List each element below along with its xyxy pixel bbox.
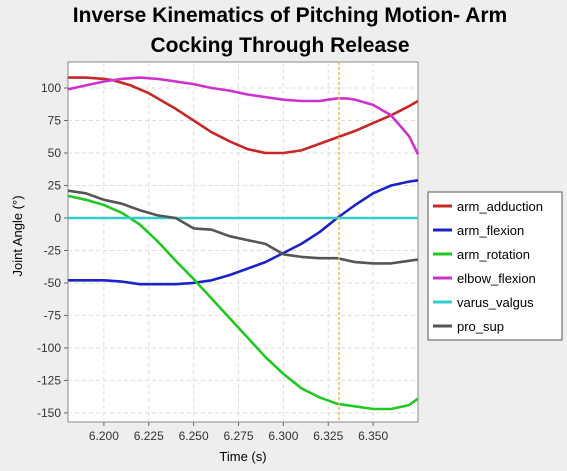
chart-title-line-1: Inverse Kinematics of Pitching Motion- A… <box>73 4 507 27</box>
chart-title-line-2: Cocking Through Release <box>150 34 409 57</box>
series-lines <box>67 76 420 411</box>
x-tick-label: 6.275 <box>223 429 253 443</box>
y-tick-label: 75 <box>48 113 62 127</box>
y-tick-label: -75 <box>44 308 62 322</box>
legend-label-arm-rotation: arm_rotation <box>457 247 530 262</box>
x-tick-label: 6.350 <box>358 429 388 443</box>
axis-ticks: 6.200 6.225 6.250 6.275 6.300 6.325 6.350 100 75… <box>37 81 388 443</box>
plot-area <box>67 61 419 423</box>
series-line-elbow-flexion <box>67 76 420 155</box>
y-tick-label: 50 <box>48 146 62 160</box>
x-axis-label: Time (s) <box>219 449 266 464</box>
series-line-pro-sup <box>67 189 419 265</box>
y-tick-label: -125 <box>37 373 61 387</box>
x-tick-label: 6.225 <box>134 429 164 443</box>
legend-label-arm-flexion: arm_flexion <box>457 223 524 238</box>
y-tick-label: -100 <box>37 341 61 355</box>
series-line-arm-flexion <box>68 179 419 286</box>
legend-label-elbow-flexion: elbow_flexion <box>457 271 536 286</box>
legend: arm_adduction arm_flexion arm_rotationelbo… <box>427 191 563 341</box>
x-tick-label: 6.200 <box>89 429 119 443</box>
y-tick-label: 100 <box>41 81 61 95</box>
y-tick-label: -50 <box>44 276 62 290</box>
y-tick-label: 0 <box>54 211 61 225</box>
x-tick-label: 6.325 <box>313 429 343 443</box>
legend-label-arm-adduction: arm_adduction <box>457 199 543 214</box>
series-line-arm-adduction <box>68 76 419 155</box>
legend-box <box>427 191 563 341</box>
y-tick-label: 25 <box>48 178 62 192</box>
y-tick-label: -25 <box>44 243 62 257</box>
y-axis-label: Joint Angle (°) <box>10 195 25 276</box>
y-tick-label: -150 <box>37 406 61 420</box>
x-tick-label: 6.300 <box>268 429 298 443</box>
x-tick-label: 6.250 <box>179 429 209 443</box>
legend-label-pro-sup: pro_sup <box>457 319 504 334</box>
legend-label-varus-valgus: varus_valgus <box>457 295 534 310</box>
